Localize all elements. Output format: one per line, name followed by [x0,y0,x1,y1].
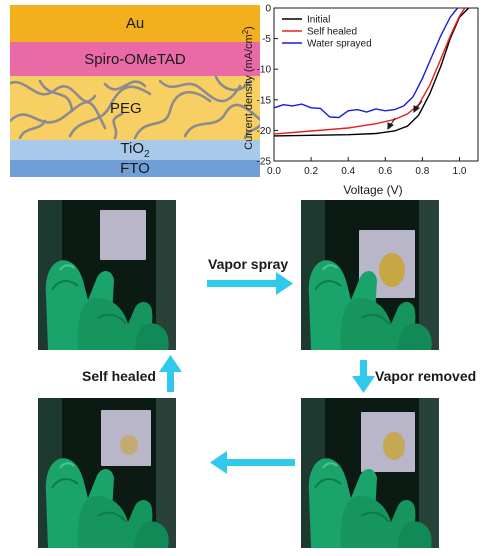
arrow-up [159,355,182,392]
series-line-initial [273,7,470,137]
annotation-arrowhead-right [413,105,420,114]
series-line-self-healed [273,7,466,135]
step-self-healed: Self healed [82,368,156,384]
legend-label: Self healed [307,27,357,38]
x-tick-label: 0.8 [415,166,429,177]
step-vapor-removed: Vapor removed [375,368,477,384]
photo-self-healed-image [38,398,176,548]
arrow-left [210,451,295,474]
y-tick-label: -10 [257,65,272,76]
layer-au: Au [10,5,260,42]
series-line-water-sprayed [273,7,459,119]
x-tick-label: 0.2 [304,166,318,177]
photo-vapor-sprayed-image [301,200,439,350]
arrow-right [207,272,293,295]
jv-chart: 0.0 0.2 0.4 0.6 0.8 1.0 0 -5 -10 -15 -20 -25 Initia… [241,4,479,197]
y-tick-label: -25 [257,157,272,168]
photo-vapor-removed-image [301,398,439,548]
plot-frame [273,7,479,162]
photo-self-healed [38,398,176,548]
annotation-arrowhead-left [387,122,394,131]
arrow-down [352,360,375,393]
layer-fto-label: FTO [120,160,150,177]
legend-label: Water sprayed [307,39,372,50]
layer-au-label: Au [125,15,145,32]
peg-polymer-chains [10,76,260,140]
device-stack: Au Spiro-OMeTAD PEG TiO2 FTO [10,5,260,177]
x-axis-label: Voltage (V) [343,183,402,197]
x-tick-label: 0.4 [341,166,355,177]
layer-peg-label: PEG [110,100,142,117]
layer-tio2: TiO2 [10,140,260,160]
layer-fto: FTO [10,160,260,177]
layer-tio2-label: TiO2 [120,140,150,160]
step-vapor-spray: Vapor spray [208,256,289,272]
x-tick-label: 1.0 [453,166,467,177]
photo-initial-image [38,200,176,350]
layer-spiro-label: Spiro-OMeTAD [84,50,186,68]
annotation-arrows [387,100,423,131]
y-tick-label: 0 [265,4,271,15]
layer-spiro: Spiro-OMeTAD [10,42,260,76]
y-tick-label: -5 [262,34,271,45]
photo-vapor-removed [301,398,439,548]
x-tick-label: 0.6 [378,166,392,177]
photo-initial [38,200,176,350]
layer-peg: PEG [10,76,260,140]
x-tick-label: 0.0 [267,166,281,177]
y-tick-label: -20 [257,126,272,137]
y-axis-label: Current density (mA/cm2) [241,26,255,150]
y-tick-label: -15 [257,95,272,106]
legend-label: Initial [307,15,330,26]
photo-vapor-sprayed [301,200,439,350]
